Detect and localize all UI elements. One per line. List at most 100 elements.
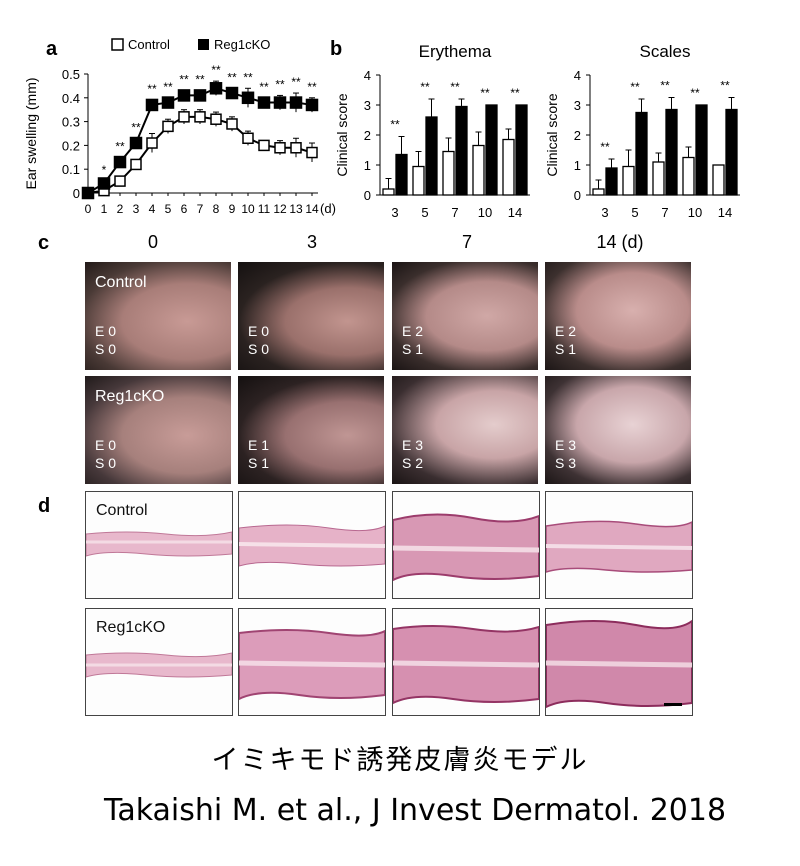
- row-label-ko: Reg1cKO: [95, 388, 165, 405]
- bar-control: [682, 156, 695, 196]
- significance-marker: *: [102, 163, 107, 177]
- histology-image: [545, 608, 693, 716]
- data-point: [225, 86, 239, 100]
- data-point: [130, 158, 142, 171]
- x-tick-label: 13: [289, 202, 303, 216]
- x-tick-label: 3: [391, 205, 398, 220]
- data-point: [242, 132, 254, 145]
- x-tick-label: 8: [213, 202, 220, 216]
- x-tick-label: 0: [85, 202, 92, 216]
- significance-marker: **: [420, 80, 430, 94]
- bar-ko: [725, 108, 738, 196]
- data-point: [113, 155, 127, 169]
- significance-marker: **: [307, 80, 317, 94]
- day-header-7: 7: [461, 232, 472, 252]
- y-tick-label: 3: [364, 98, 371, 113]
- histo-row-label-control: Control: [96, 502, 148, 519]
- bar-ko: [425, 116, 438, 196]
- y-axis-label: Clinical score: [334, 93, 350, 176]
- histology-image: Reg1cKO: [85, 608, 233, 716]
- bar-ko: [455, 105, 468, 196]
- x-tick-label: 10: [478, 205, 492, 220]
- bar-control: [502, 138, 515, 196]
- bar-control: [622, 165, 635, 196]
- significance-marker: **: [660, 79, 670, 93]
- x-tick-label: 9: [229, 202, 236, 216]
- bar-ko: [605, 167, 618, 196]
- y-tick-label: 4: [364, 68, 371, 83]
- histology-image: Control: [85, 491, 233, 599]
- data-point: [305, 98, 319, 112]
- y-tick-label: 4: [574, 68, 581, 83]
- histo-row-label-ko: Reg1cKO: [96, 619, 166, 636]
- significance-marker: **: [600, 140, 610, 154]
- data-point: [194, 111, 206, 123]
- panel-letter-a: a: [46, 38, 58, 60]
- significance-marker: **: [480, 86, 490, 100]
- data-point: [226, 118, 238, 130]
- data-point: [306, 146, 318, 159]
- x-tick-label: 2: [117, 202, 124, 216]
- significance-marker: **: [243, 70, 253, 84]
- data-point: [241, 91, 255, 105]
- bar-control: [382, 188, 395, 196]
- day-header-14: 14 (d): [596, 232, 644, 252]
- bar-control: [712, 164, 725, 196]
- y-axis-label: Clinical score: [544, 93, 560, 176]
- data-point: [146, 137, 158, 149]
- legend-ko-marker: [198, 39, 209, 50]
- y-tick-label: 0: [574, 188, 581, 203]
- y-tick-label: 0.4: [62, 91, 80, 106]
- data-point: [290, 142, 302, 154]
- day-header-3: 3: [306, 232, 317, 252]
- significance-marker: **: [195, 73, 205, 87]
- legend-ko-label: Reg1cKO: [214, 37, 270, 52]
- x-unit-label: (d): [320, 201, 336, 216]
- panel-letter-c: c: [38, 232, 50, 254]
- row-label-control: Control: [95, 274, 147, 291]
- histology-image: [392, 491, 540, 599]
- histology-image: [238, 608, 386, 716]
- significance-marker: **: [510, 86, 520, 100]
- x-tick-label: 7: [661, 205, 668, 220]
- data-point: [289, 96, 303, 109]
- bar-ko: [395, 153, 408, 196]
- x-tick-label: 14: [508, 205, 522, 220]
- significance-marker: **: [690, 86, 700, 100]
- significance-marker: **: [450, 80, 460, 94]
- erythema-chart: Erythema 0 1 2 3 4 Clinical score 3 ** 5 ** 7 ** 10 **…: [334, 42, 530, 220]
- data-point: [257, 96, 271, 109]
- data-point: [210, 113, 222, 125]
- significance-marker: **: [131, 120, 141, 134]
- day-header-0: 0: [147, 232, 158, 252]
- histology-image: [392, 608, 540, 716]
- legend-control-marker: [111, 38, 124, 51]
- data-point: [97, 177, 111, 190]
- bar-control: [442, 150, 455, 196]
- bar-control: [472, 144, 485, 196]
- data-point: [209, 82, 223, 95]
- data-point: [161, 96, 175, 109]
- y-tick-label: 0.1: [62, 162, 80, 177]
- x-tick-label: 7: [451, 205, 458, 220]
- significance-marker: **: [720, 79, 730, 93]
- y-tick-label: 0.2: [62, 138, 80, 153]
- data-point: [129, 136, 143, 150]
- data-point: [273, 96, 287, 109]
- x-tick-label: 3: [601, 205, 608, 220]
- scales-chart: Scales 0 1 2 3 4 Clinical score 3 ** 5 ** 7 ** 10 ** 14…: [544, 42, 740, 220]
- panel-letter-d: d: [38, 495, 51, 517]
- y-tick-label: 2: [364, 128, 371, 143]
- x-tick-label: 14: [718, 205, 732, 220]
